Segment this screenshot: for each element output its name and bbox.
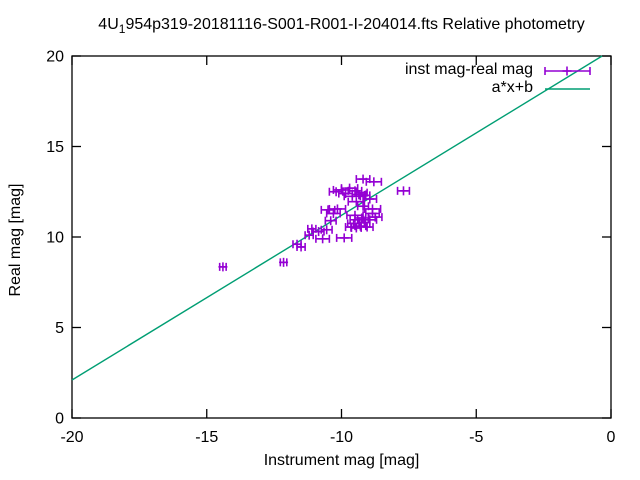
plot-border	[71, 55, 612, 419]
data-point	[315, 234, 331, 244]
x-tick-label: -15	[195, 429, 218, 446]
data-point	[324, 216, 337, 226]
data-point	[396, 186, 411, 196]
chart-title: 4U1954p319-20181116-S001-R001-I-204014.f…	[72, 16, 611, 36]
data-point	[365, 177, 383, 187]
y-tick-label: 5	[55, 320, 64, 337]
data-point	[320, 225, 333, 235]
legend-samples	[544, 66, 591, 90]
y-tick-label: 0	[55, 411, 64, 428]
x-tick-label: -20	[60, 429, 83, 446]
chart-title-subscript: 1	[118, 22, 126, 36]
x-tick-label: -5	[469, 429, 483, 446]
data-point	[362, 194, 378, 204]
x-tick-label: -10	[330, 429, 353, 446]
data-point	[363, 204, 382, 214]
data-point	[340, 183, 359, 193]
data-point	[360, 222, 374, 232]
y-tick-label: 20	[46, 49, 64, 66]
fit-line	[71, 55, 603, 381]
data-point	[218, 262, 228, 272]
chart-title-rest: 954p319-20181116-S001-R001-I-204014.fts …	[125, 16, 585, 33]
y-tick-label: 15	[46, 139, 64, 156]
x-tick-label: 0	[607, 429, 616, 446]
data-point	[335, 233, 353, 243]
data-point	[347, 197, 366, 207]
legend-entry-points: inst mag-real mag	[404, 61, 533, 78]
data-point	[328, 204, 347, 214]
scatter-series	[218, 174, 411, 272]
legend-entry-fit: a*x+b	[491, 79, 533, 96]
x-axis-ticks: -20 -15 -10 -5 0	[60, 56, 616, 446]
y-tick-label: 10	[46, 230, 64, 247]
legend: inst mag-real mag a*x+b	[405, 61, 533, 97]
data-point	[367, 212, 383, 222]
data-point	[279, 257, 289, 267]
data-point	[296, 242, 306, 252]
x-axis-label: Instrument mag [mag]	[263, 452, 420, 469]
data-point	[325, 208, 341, 218]
y-axis-ticks: 0 5 10 15 20	[46, 49, 611, 428]
chart-title-prefix: 4U	[98, 16, 119, 33]
